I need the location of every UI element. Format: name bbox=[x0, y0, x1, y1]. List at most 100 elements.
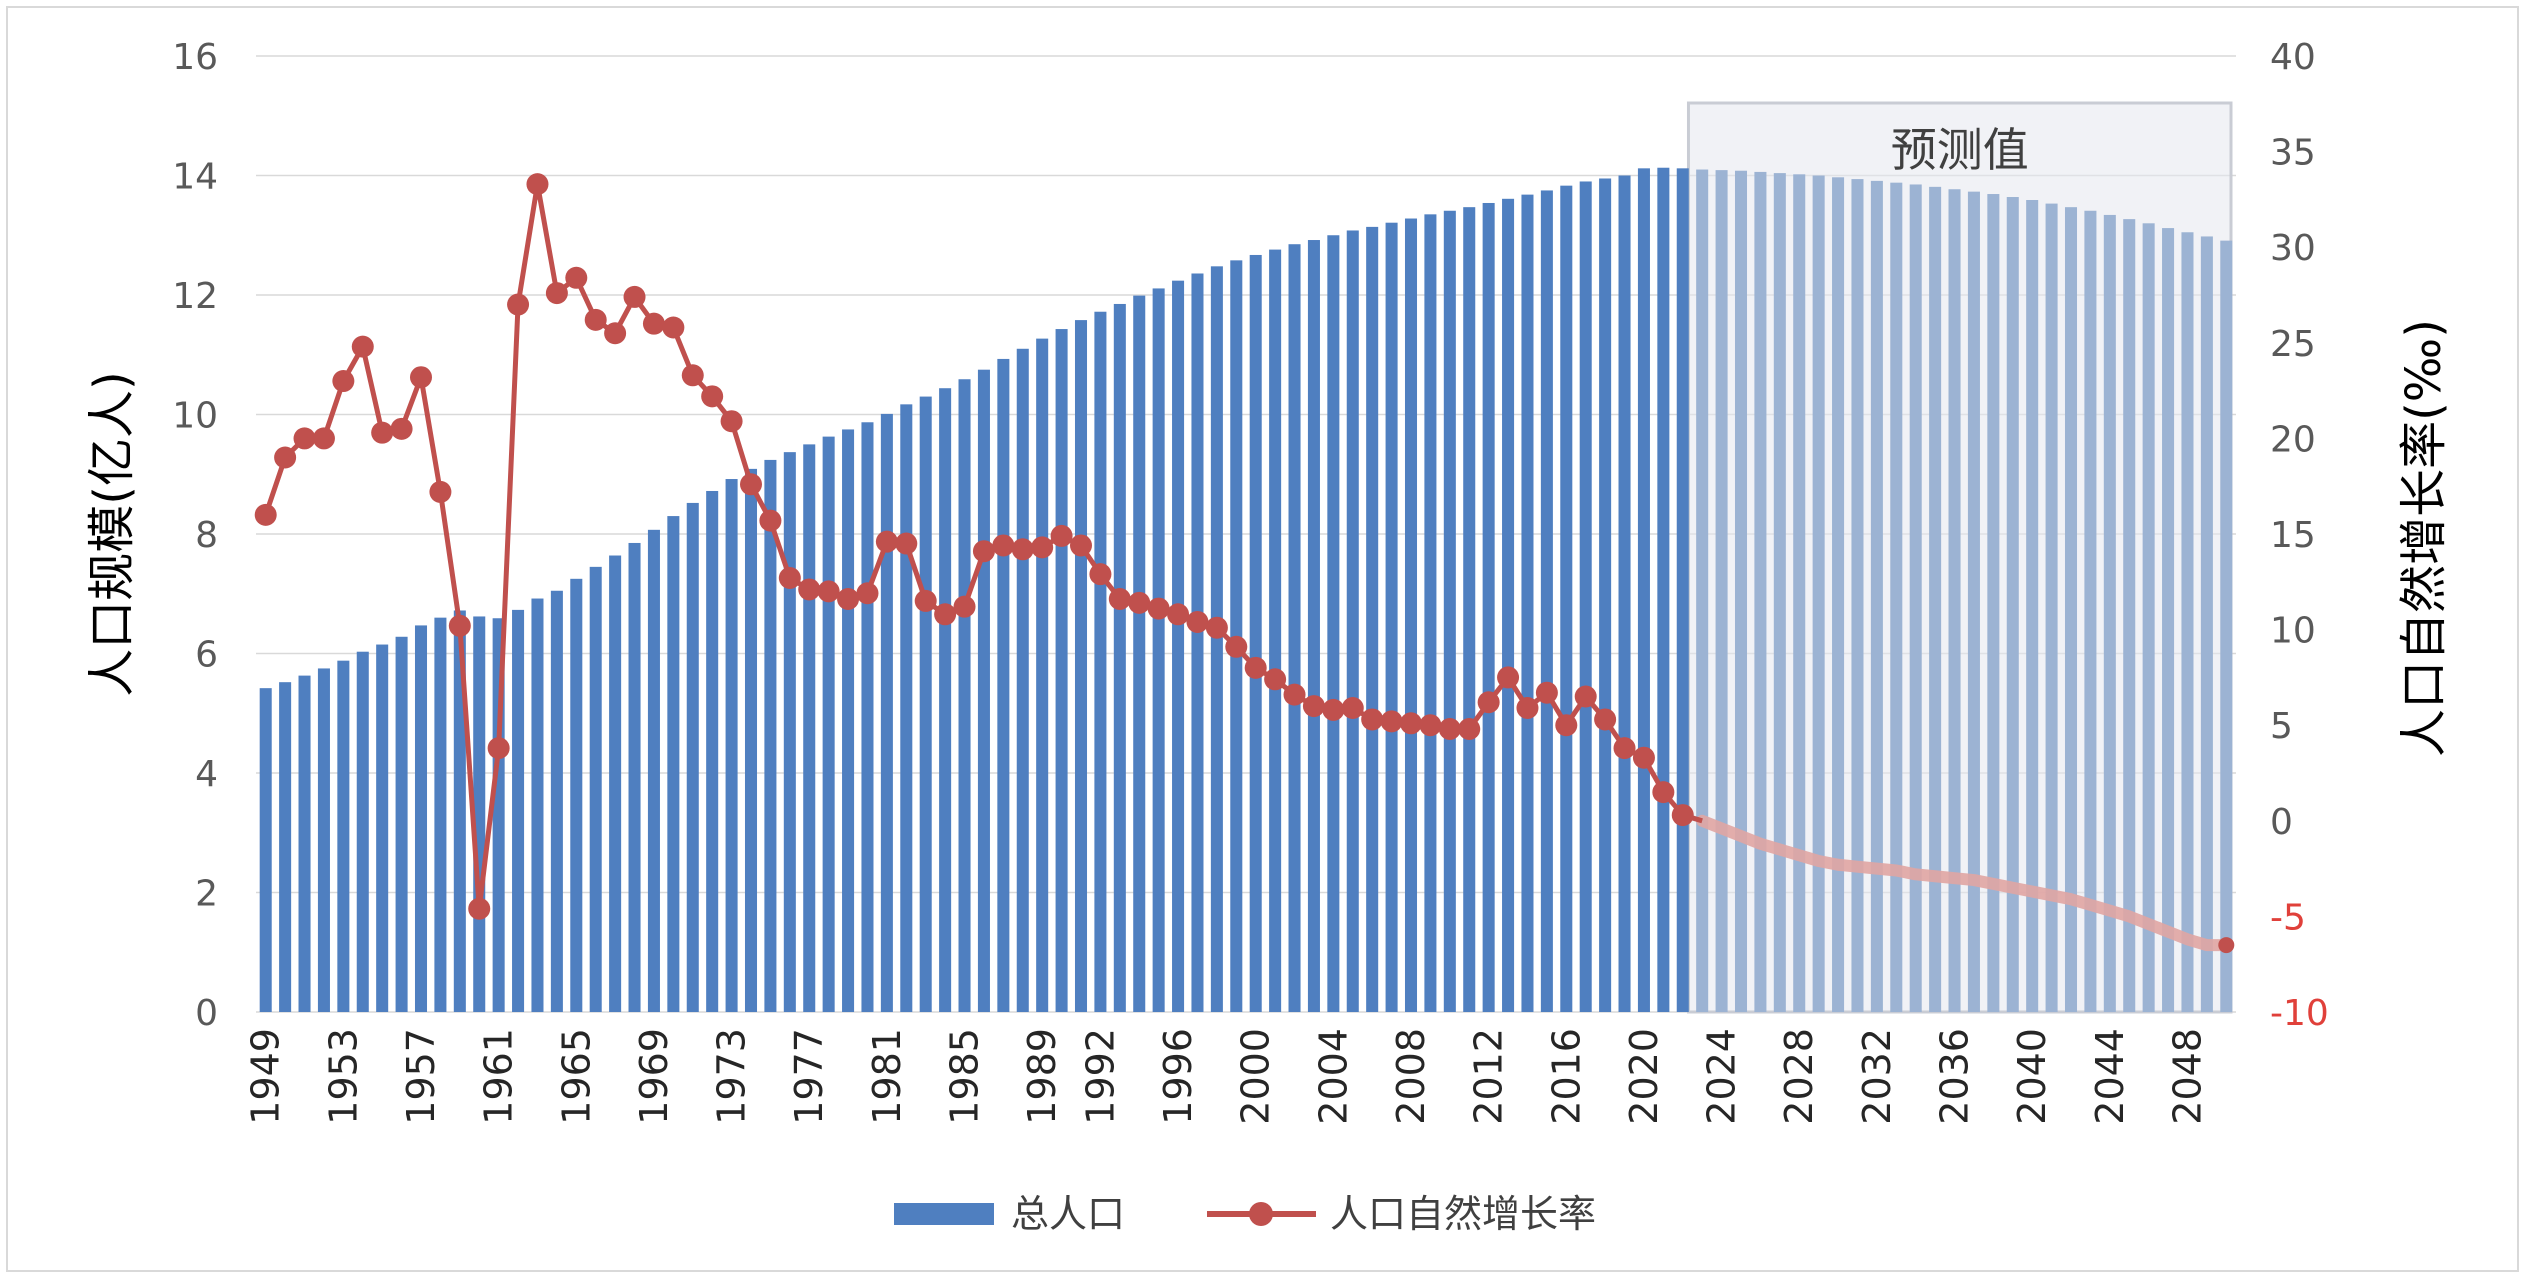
bar-1969 bbox=[647, 529, 660, 1012]
bar-1988 bbox=[1016, 348, 1029, 1012]
bar-1949 bbox=[259, 688, 272, 1012]
growth-point-2017 bbox=[1574, 685, 1597, 708]
bar-2015 bbox=[1540, 190, 1553, 1012]
x-tick-label: 2040 bbox=[2010, 1028, 2054, 1125]
bar-1976 bbox=[783, 452, 796, 1013]
bar-2029 bbox=[1812, 175, 1825, 1012]
bar-1966 bbox=[589, 566, 602, 1012]
bar-2050 bbox=[2220, 240, 2233, 1012]
bar-2049 bbox=[2200, 236, 2213, 1012]
bar-1968 bbox=[628, 542, 641, 1012]
growth-point-2002 bbox=[1283, 683, 1306, 706]
right-tick-label: 10 bbox=[2270, 611, 2316, 652]
growth-point-1959 bbox=[448, 614, 471, 637]
bar-2000 bbox=[1249, 254, 1262, 1012]
bar-1977 bbox=[803, 444, 816, 1012]
bar-2001 bbox=[1269, 249, 1282, 1013]
growth-point-1973 bbox=[720, 410, 743, 433]
growth-point-1972 bbox=[701, 385, 724, 408]
bar-2006 bbox=[1366, 226, 1379, 1012]
growth-point-1979 bbox=[837, 588, 860, 611]
growth-point-2001 bbox=[1264, 668, 1287, 691]
growth-point-1952 bbox=[312, 427, 335, 450]
x-tick-label: 2008 bbox=[1389, 1028, 1433, 1125]
bar-2011 bbox=[1463, 207, 1476, 1013]
growth-point-1985 bbox=[953, 595, 976, 618]
bar-2005 bbox=[1346, 230, 1359, 1013]
bar-2034 bbox=[1909, 184, 1922, 1012]
bar-2045 bbox=[2123, 219, 2136, 1012]
x-tick-label: 1992 bbox=[1078, 1028, 1122, 1125]
growth-point-2015 bbox=[1535, 681, 1558, 704]
growth-point-1998 bbox=[1205, 616, 1228, 639]
growth-point-1984 bbox=[934, 603, 957, 626]
bar-1967 bbox=[609, 555, 622, 1012]
growth-point-1967 bbox=[604, 322, 627, 345]
x-tick-label: 2032 bbox=[1855, 1028, 1899, 1125]
bar-1989 bbox=[1036, 338, 1049, 1012]
bar-2017 bbox=[1579, 181, 1592, 1013]
bar-1955 bbox=[376, 644, 389, 1012]
growth-point-1977 bbox=[798, 578, 821, 601]
bar-1953 bbox=[337, 660, 350, 1012]
growth-point-2019 bbox=[1613, 737, 1636, 760]
growth-point-2003 bbox=[1302, 695, 1325, 718]
bar-2030 bbox=[1832, 177, 1845, 1013]
bar-2025 bbox=[1734, 170, 1748, 1013]
bar-2036 bbox=[1948, 189, 1961, 1012]
x-tick-label: 1969 bbox=[632, 1028, 676, 1125]
bar-1962 bbox=[512, 609, 525, 1012]
growth-point-1982 bbox=[895, 532, 918, 555]
bar-2028 bbox=[1793, 174, 1806, 1012]
forecast-growth-line bbox=[1696, 814, 2233, 952]
legend-line-label: 人口自然增长率 bbox=[1330, 1192, 1596, 1236]
growth-point-1986 bbox=[972, 540, 995, 563]
x-tick-label: 2028 bbox=[1777, 1028, 1821, 1125]
x-tick-label: 1996 bbox=[1156, 1028, 1200, 1125]
bar-2016 bbox=[1560, 185, 1573, 1013]
left-tick-label: 8 bbox=[195, 515, 218, 556]
bar-1981 bbox=[880, 413, 893, 1013]
growth-point-end bbox=[2218, 937, 2235, 954]
growth-point-1956 bbox=[390, 417, 413, 440]
growth-point-1968 bbox=[623, 285, 646, 308]
growth-point-1994 bbox=[1128, 591, 1151, 614]
line-series bbox=[254, 173, 2235, 954]
left-tick-label: 4 bbox=[195, 754, 218, 795]
right-axis-title: 人口自然增长率(‰) bbox=[2396, 319, 2452, 757]
bar-2003 bbox=[1307, 240, 1320, 1012]
bar-1972 bbox=[706, 490, 719, 1013]
bar-1957 bbox=[414, 625, 428, 1012]
bar-1956 bbox=[395, 636, 408, 1012]
x-tick-label: 1989 bbox=[1020, 1028, 1064, 1125]
bar-2012 bbox=[1482, 202, 1495, 1013]
bar-2031 bbox=[1851, 179, 1864, 1012]
bar-1985 bbox=[958, 379, 971, 1012]
bar-2026 bbox=[1754, 171, 1767, 1013]
bar-1986 bbox=[977, 369, 990, 1012]
bar-1983 bbox=[919, 396, 932, 1012]
bar-2044 bbox=[2103, 214, 2116, 1012]
growth-point-1996 bbox=[1167, 603, 1190, 626]
growth-point-2011 bbox=[1458, 718, 1481, 741]
growth-point-2018 bbox=[1594, 708, 1617, 731]
x-tick-label: 2024 bbox=[1700, 1028, 1744, 1125]
bar-1997 bbox=[1191, 273, 1204, 1012]
bar-2021 bbox=[1657, 167, 1670, 1013]
growth-point-2004 bbox=[1322, 698, 1345, 721]
growth-point-1974 bbox=[740, 473, 762, 496]
bar-1993 bbox=[1113, 303, 1126, 1012]
growth-point-1995 bbox=[1147, 597, 1170, 620]
legend-bar-swatch bbox=[894, 1203, 994, 1225]
left-tick-label: 2 bbox=[195, 874, 218, 915]
right-tick-label: 30 bbox=[2270, 228, 2316, 269]
growth-point-2022 bbox=[1671, 804, 1694, 827]
forecast-label: 预测值 bbox=[1891, 123, 2029, 177]
x-tick-label: 2048 bbox=[2165, 1028, 2209, 1125]
x-tick-label: 2020 bbox=[1622, 1028, 1666, 1125]
bar-1995 bbox=[1152, 288, 1165, 1012]
bar-2047 bbox=[2162, 228, 2175, 1012]
bar-1963 bbox=[531, 598, 544, 1012]
growth-point-1953 bbox=[332, 370, 355, 393]
left-axis-title: 人口规模(亿人) bbox=[84, 371, 140, 696]
